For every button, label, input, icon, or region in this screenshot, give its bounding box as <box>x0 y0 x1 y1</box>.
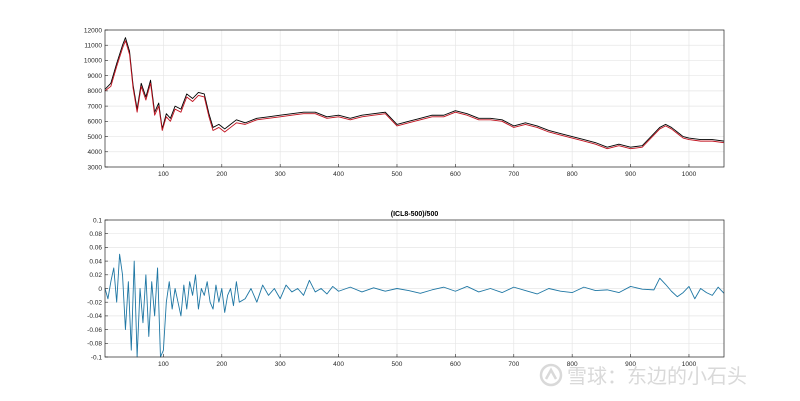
y-tick-label: 7000 <box>88 103 103 110</box>
x-tick-label: 200 <box>216 361 227 368</box>
watermark: 雪球：东边的小石头 <box>539 363 747 388</box>
y-tick-label: 0.02 <box>89 272 102 279</box>
snowball-logo-icon <box>539 363 563 387</box>
y-tick-label: 9000 <box>88 73 103 80</box>
series-line-red <box>104 40 725 150</box>
y-tick-label: -0.06 <box>87 327 102 334</box>
y-tick-label: 0.08 <box>89 231 102 238</box>
x-tick-label: 900 <box>625 361 636 368</box>
y-tick-label: 4000 <box>88 149 103 156</box>
top-price-chart: 100 200 300 400 500 600 700 800 900 1000 3000 4000 5… <box>84 27 725 178</box>
y-tick-label: 6000 <box>88 119 103 126</box>
x-tick-label: 1000 <box>682 171 697 178</box>
y-tick-label: 0.1 <box>93 217 102 224</box>
top-tick-labels: 100 200 300 400 500 600 700 800 900 1000 3000 4000 5… <box>84 27 697 178</box>
y-tick-label: 8000 <box>88 88 103 95</box>
x-tick-label: 700 <box>508 171 519 178</box>
y-tick-label: 5000 <box>88 134 103 141</box>
x-tick-label: 400 <box>333 361 344 368</box>
bottom-ratio-chart: (ICL8-500)/500 100 200 300 400 500 600 700 800 9… <box>87 211 725 368</box>
y-tick-label: 0.06 <box>89 245 102 252</box>
top-plot-area <box>105 30 724 167</box>
series-line-black <box>104 37 725 148</box>
x-tick-label: 100 <box>158 361 169 368</box>
bottom-series-group <box>104 253 725 358</box>
x-tick-label: 600 <box>450 361 461 368</box>
x-tick-label: 100 <box>158 171 169 178</box>
x-tick-label: 500 <box>392 171 403 178</box>
x-tick-label: 400 <box>333 171 344 178</box>
axes-box <box>104 219 725 358</box>
x-tick-label: 1000 <box>682 361 697 368</box>
y-tick-label: 0 <box>98 286 102 293</box>
x-tick-label: 300 <box>275 361 286 368</box>
bottom-axes <box>104 219 725 358</box>
y-tick-label: 12000 <box>84 27 102 34</box>
x-tick-label: 800 <box>567 171 578 178</box>
x-tick-label: 600 <box>450 171 461 178</box>
y-tick-label: -0.02 <box>87 300 102 307</box>
x-tick-label: 800 <box>567 361 578 368</box>
x-tick-label: 700 <box>508 361 519 368</box>
top-series-group <box>104 37 725 150</box>
x-tick-label: 500 <box>392 361 403 368</box>
top-axes <box>104 29 725 168</box>
y-tick-label: 10000 <box>84 58 102 65</box>
y-tick-label: -0.1 <box>91 354 103 361</box>
x-tick-label: 200 <box>216 171 227 178</box>
x-tick-label: 300 <box>275 171 286 178</box>
watermark-text: 雪球：东边的小石头 <box>567 364 747 388</box>
y-tick-label: -0.04 <box>87 313 102 320</box>
bottom-tick-labels: 100 200 300 400 500 600 700 800 900 1000 -0.1 -0.08… <box>87 217 696 368</box>
y-tick-label: -0.08 <box>87 341 102 348</box>
axes-box <box>104 29 725 168</box>
y-tick-label: 11000 <box>84 43 102 50</box>
y-tick-label: 3000 <box>88 164 103 171</box>
y-tick-label: 0.04 <box>89 258 102 265</box>
x-tick-label: 900 <box>625 171 636 178</box>
series-line-blue <box>104 253 725 358</box>
bottom-chart-title: (ICL8-500)/500 <box>391 211 439 218</box>
